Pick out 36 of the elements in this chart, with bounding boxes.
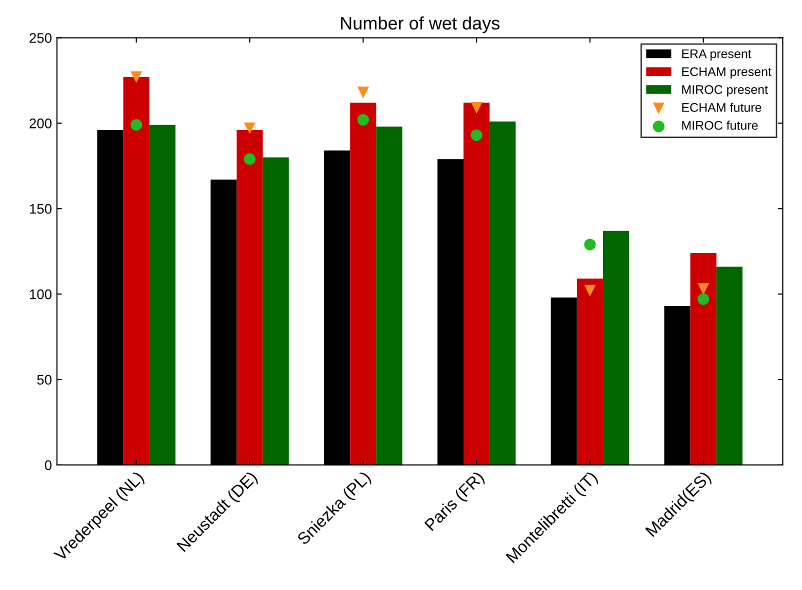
bar [262,157,289,465]
point [584,238,596,250]
chart-title: Number of wet days [341,16,500,34]
bar [464,102,490,465]
bar [350,102,376,465]
bar [376,126,402,465]
bar [490,121,516,465]
bar [716,266,742,465]
point [584,284,596,296]
point [357,86,369,98]
bar [149,124,176,465]
y-tick-label: 250 [30,33,52,43]
bar [576,278,603,465]
y-tick-label: 150 [30,204,52,214]
y-tick-label: 100 [30,289,52,300]
y-tick-label: 50 [37,374,52,385]
point [470,102,482,114]
point [698,293,710,305]
legend-label: ECHAM present [682,67,772,79]
legend-label: MIROC present [682,85,768,96]
y-tick-label: 200 [30,118,52,128]
legend-label: ERA present [682,49,752,61]
bar [236,130,263,465]
legend-label: ECHAM future [682,102,762,112]
legend-label: MIROC future [682,120,758,130]
point [357,114,369,126]
point [244,153,256,165]
bar [603,230,630,465]
point [244,122,256,134]
bar [123,77,150,465]
point [698,283,710,295]
point [130,71,142,83]
y-tick-label: 0 [44,460,52,470]
point [470,129,482,141]
bar [690,253,716,465]
point [130,119,142,131]
